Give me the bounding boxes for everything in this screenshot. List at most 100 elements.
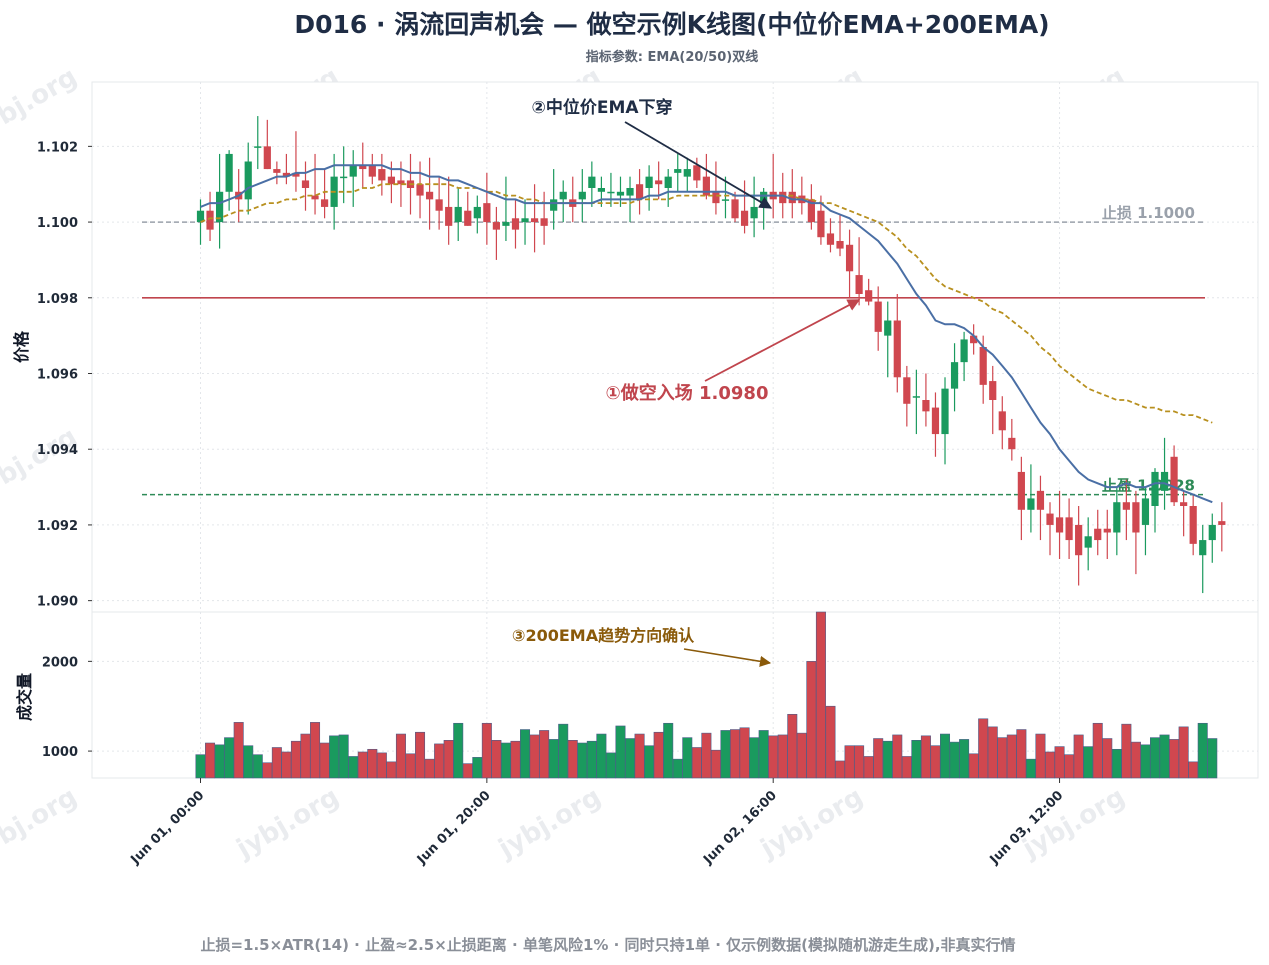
volume-bar xyxy=(825,705,836,779)
volume-bar xyxy=(443,740,454,779)
volume-bar xyxy=(520,729,531,779)
volume-bar xyxy=(605,752,616,779)
candle-body xyxy=(206,210,214,230)
candle-body xyxy=(989,381,997,400)
candle-body xyxy=(1094,528,1102,541)
volume-bar xyxy=(930,745,941,779)
watermark-text: jybj.org xyxy=(0,62,82,145)
volume-bar xyxy=(1045,751,1056,779)
volume-bar xyxy=(720,730,731,779)
candle-body xyxy=(912,396,920,398)
candle-body xyxy=(702,176,710,196)
candle-body xyxy=(244,161,252,200)
candle-body xyxy=(540,218,548,226)
volume-bar xyxy=(367,748,378,779)
candle-body xyxy=(416,184,424,196)
candle-body xyxy=(855,275,863,294)
volume-bar xyxy=(1207,738,1218,779)
candle-body xyxy=(1017,471,1025,510)
price-tick-label: 1.096 xyxy=(37,368,78,383)
candle-body xyxy=(874,301,882,332)
candle-body xyxy=(893,320,901,378)
volume-bar xyxy=(472,757,483,779)
volume-bar xyxy=(567,740,578,779)
volume-bar xyxy=(796,732,807,779)
candle-body xyxy=(941,388,949,435)
volume-bar xyxy=(1159,734,1170,779)
candle-body xyxy=(588,176,596,188)
volume-bar xyxy=(815,611,826,779)
volume-bar xyxy=(863,756,874,779)
volume-bar xyxy=(730,729,741,779)
candle-body xyxy=(836,241,844,249)
candle-body xyxy=(282,172,291,177)
candle-body xyxy=(1027,498,1035,510)
candle-body xyxy=(273,169,281,173)
candle-body xyxy=(635,184,644,200)
candle-body xyxy=(359,165,367,170)
candle-body xyxy=(1218,521,1226,525)
volume-bar xyxy=(415,731,426,779)
candle-body xyxy=(454,206,462,223)
candle-body xyxy=(196,210,205,223)
candle-body xyxy=(817,210,825,238)
chart-title: D016 · 涡流回声机会 — 做空示例K线图(中位价EMA+200EMA) xyxy=(294,10,1049,39)
volume-bar xyxy=(806,661,817,779)
volume-bar xyxy=(911,740,922,779)
volume-bar xyxy=(768,735,779,779)
volume-bar xyxy=(1006,734,1017,779)
watermark-text: jybj.org xyxy=(493,782,606,865)
ema-fast-line xyxy=(200,164,1213,504)
volume-bar xyxy=(625,738,636,779)
price-axis-label: 价格 xyxy=(12,330,31,363)
volume-bar xyxy=(548,739,559,779)
candle-body xyxy=(683,169,691,177)
candle-body xyxy=(1084,536,1092,548)
stop-level-label: 止损 1.1000 xyxy=(1102,204,1195,222)
volume-bar xyxy=(997,737,1008,779)
volume-bar xyxy=(835,760,846,779)
volume-bar xyxy=(462,763,473,779)
candle-body xyxy=(597,188,605,192)
volume-bar xyxy=(510,740,521,779)
candle-body xyxy=(1189,506,1197,544)
candle-body xyxy=(779,191,787,204)
candle-body xyxy=(788,191,796,204)
candle-body xyxy=(826,233,835,245)
candle-body xyxy=(865,290,873,302)
candle-body xyxy=(263,146,271,170)
volume-bar xyxy=(1150,737,1161,779)
volume-bar xyxy=(1121,723,1132,779)
candle-body xyxy=(721,199,730,201)
candle-body xyxy=(1151,471,1159,506)
volume-bar xyxy=(615,725,626,779)
candle-body xyxy=(845,244,854,272)
candle-body xyxy=(292,172,300,177)
volume-bar xyxy=(586,740,597,779)
candle-body xyxy=(473,206,481,219)
candle-body xyxy=(464,210,472,226)
candle-body xyxy=(559,191,567,200)
candle-body xyxy=(387,176,395,185)
candle-body xyxy=(445,206,453,226)
volume-bar xyxy=(892,734,903,779)
candle-body xyxy=(655,180,663,185)
volume-bar xyxy=(644,745,655,779)
annotations: ①做空入场 1.0980 ②中位价EMA下穿 ③200EMA趋势方向确认 xyxy=(512,97,861,667)
volume-bar xyxy=(920,735,931,779)
volume-bar xyxy=(1178,726,1189,779)
volume-bar xyxy=(481,722,492,779)
volume-bar xyxy=(987,726,998,779)
volume-bar xyxy=(1025,758,1036,779)
candle-body xyxy=(1170,456,1178,503)
candle-body xyxy=(368,165,376,177)
candle-body xyxy=(626,188,634,196)
volume-bar xyxy=(949,741,960,779)
candle-body xyxy=(435,199,443,211)
candle-body xyxy=(1075,524,1083,556)
candle-body xyxy=(215,191,224,223)
volume-bar xyxy=(262,762,273,779)
candle-body xyxy=(645,176,653,188)
candle-body xyxy=(970,335,978,344)
